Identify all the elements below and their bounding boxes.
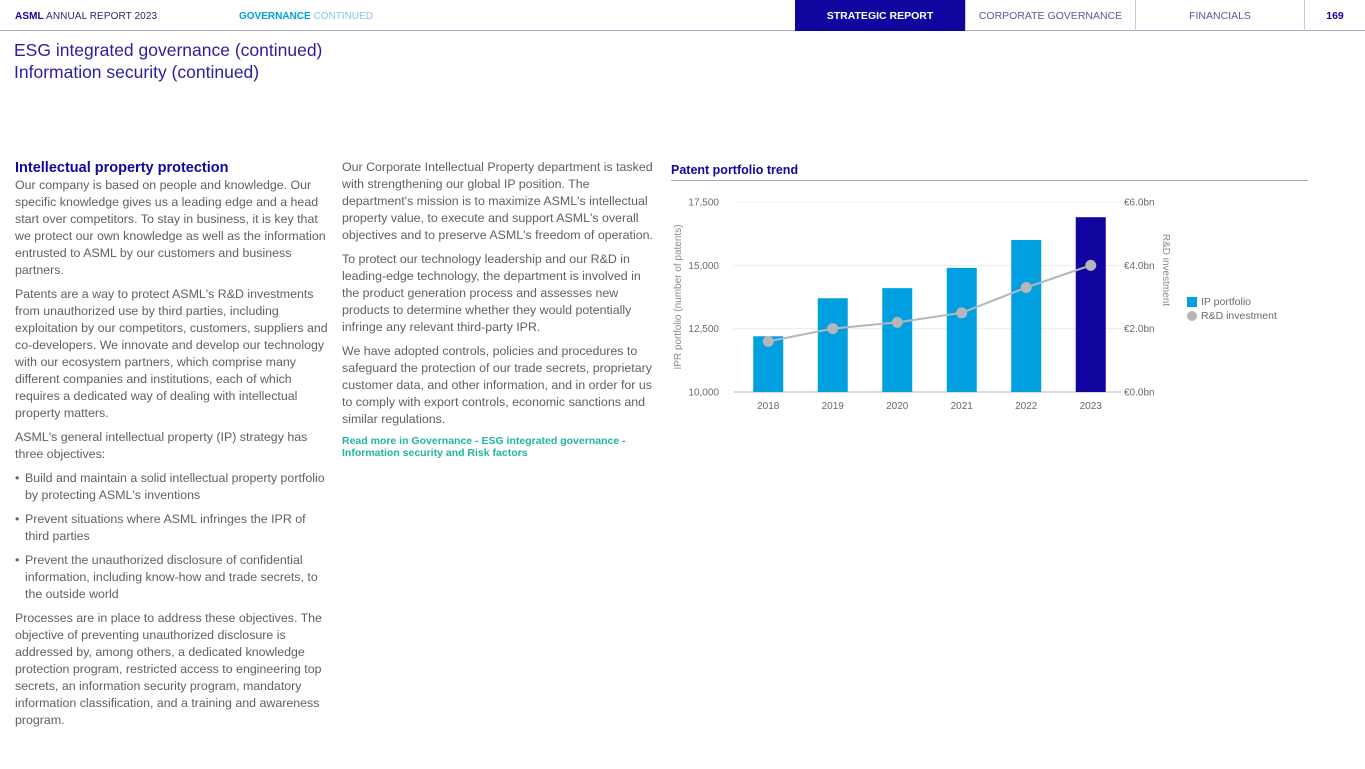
rd-line [762,259,1097,347]
legend-bar-swatch-icon [1187,297,1197,307]
legend-dot-icon [1187,311,1197,321]
page-title-line-1: ESG integrated governance (continued) [14,40,323,60]
x-tick-label: 2018 [757,401,780,412]
rd-point-2023 [1085,259,1097,271]
x-tick-label: 2022 [1015,401,1038,412]
tab-corporate-governance[interactable]: CORPORATE GOVERNANCE [966,0,1136,31]
column-middle: Our Corporate Intellectual Property depa… [342,159,657,459]
chart-canvas: 10,000 12,500 15,000 17,500 €0.0bn €2.0bn €4.0… [673,198,1171,413]
y2-tick-label: €4.0bn [1124,261,1155,272]
chart-legend: IP portfolio R&D investment [1187,295,1277,323]
tab-financials[interactable]: FINANCIALS [1136,0,1305,31]
bar-2019 [817,298,848,392]
legend-label: IP portfolio [1201,296,1252,308]
x-tick-label: 2020 [886,401,909,412]
report-name: ANNUAL REPORT 2023 [43,11,158,22]
page-number: 169 [1326,9,1344,22]
legend-item-ip-portfolio: IP portfolio [1187,295,1277,309]
objectives-list: Build and maintain a solid intellectual … [15,470,333,603]
rd-point-2018 [762,335,774,347]
report-nav: STRATEGIC REPORT CORPORATE GOVERNANCE FI… [795,0,1365,31]
paragraph: Our Corporate Intellectual Property depa… [342,160,653,242]
section-heading: Intellectual property protection [15,160,229,176]
paragraph: Processes are in place to address these … [15,611,322,727]
bars [753,217,1106,392]
rd-point-2020 [891,316,903,328]
x-tick-label: 2023 [1080,401,1103,412]
report-brand: ASML ANNUAL REPORT 2023 [15,11,157,22]
chart-title-divider [671,180,1308,181]
page-title: ESG integrated governance (continued) In… [14,39,322,83]
grid-lines [734,201,1121,393]
section-name: GOVERNANCE [239,11,311,22]
y2-tick-label: €2.0bn [1124,324,1155,335]
paragraph: Our company is based on people and knowl… [15,178,326,277]
paragraph: To protect our technology leadership and… [342,252,641,334]
tick-labels: 10,000 12,500 15,000 17,500 €0.0bn €2.0bn €4.0… [688,198,1154,413]
bar-2022 [1011,240,1042,392]
rd-point-2022 [1020,282,1032,293]
section-suffix: CONTINUED [310,11,373,22]
list-item: Build and maintain a solid intellectual … [15,470,333,504]
rd-point-2019 [827,323,839,335]
bar-2023 [1075,217,1106,392]
legend-item-rd-investment: R&D investment [1187,309,1277,323]
page-title-line-2: Information security (continued) [14,62,260,82]
brand-name: ASML [15,11,44,22]
y-tick-label: 17,500 [688,198,719,209]
top-bar: ASML ANNUAL REPORT 2023 GOVERNANCE CONTI… [0,0,1365,31]
x-tick-label: 2021 [951,401,974,412]
paragraph: We have adopted controls, policies and p… [342,344,652,426]
paragraph: ASML's general intellectual property (IP… [15,430,308,461]
rd-point-2021 [956,307,968,319]
chart-title: Patent portfolio trend [671,163,799,177]
y-tick-label: 12,500 [688,324,719,335]
legend-label: R&D investment [1201,310,1277,322]
list-item: Prevent situations where ASML infringes … [15,511,333,545]
bar-2020 [882,288,913,392]
y-tick-label: 10,000 [688,388,719,399]
rd-investment-line [768,264,1092,343]
tab-strategic-report[interactable]: STRATEGIC REPORT [795,0,966,31]
patent-portfolio-chart: Patent portfolio trend 10,000 12,500 15,00… [671,160,1308,420]
x-tick-label: 2019 [822,401,845,412]
column-left: Intellectual property protection Our com… [15,159,333,736]
paragraph: Patents are a way to protect ASML's R&D … [15,287,328,420]
read-more-link[interactable]: Read more in Governance - ESG integrated… [342,435,626,459]
list-item: Prevent the unauthorized disclosure of c… [15,552,333,603]
y2-tick-label: €6.0bn [1124,198,1155,209]
section-label: GOVERNANCE CONTINUED [239,11,373,22]
bar-2021 [946,267,977,392]
y-axis-title: IPR portfolio (number of patents) [673,224,684,369]
y2-tick-label: €0.0bn [1124,388,1155,399]
y2-axis-title: R&D investment [1160,234,1171,306]
y-tick-label: 15,000 [688,261,719,272]
